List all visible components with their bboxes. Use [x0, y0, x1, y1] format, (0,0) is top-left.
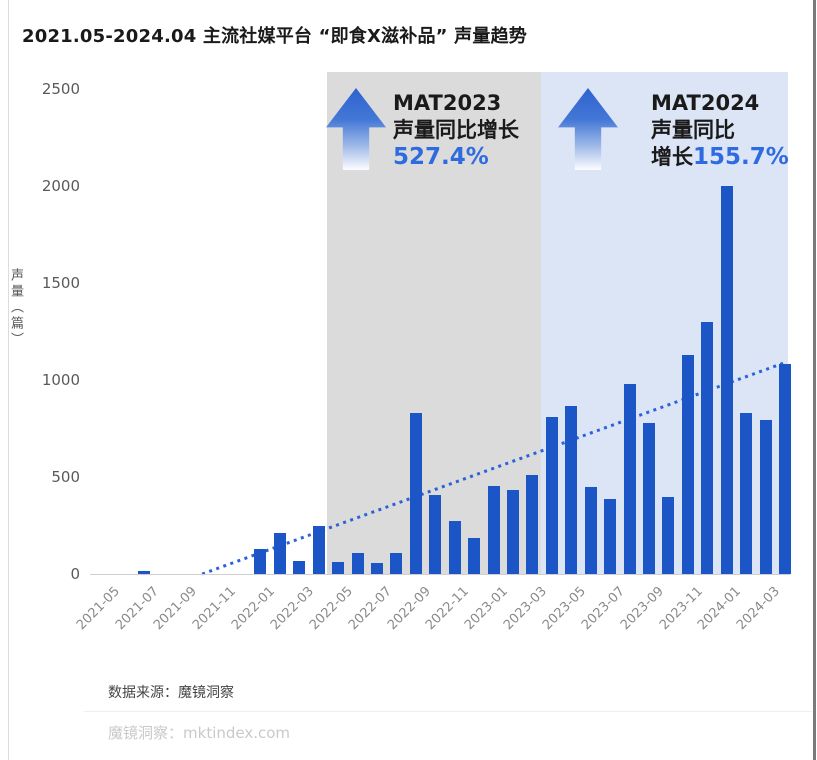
y-tick-0: 0	[70, 565, 80, 583]
bar-2023-08	[623, 383, 636, 574]
mat2024-growth-value: 155.7%	[693, 144, 789, 170]
bar-2023-10	[662, 497, 675, 574]
bar-2022-04	[312, 525, 325, 574]
bar-2022-07	[371, 563, 384, 574]
bar-2022-02	[273, 533, 286, 574]
bar-2024-02	[740, 412, 753, 574]
bar-2024-03	[759, 419, 772, 574]
bar-2022-10	[429, 495, 442, 574]
y-tick-2500: 2500	[41, 80, 80, 98]
bar-2023-06	[584, 486, 597, 574]
x-axis-line	[90, 574, 790, 575]
mat2024-line2: 声量同比	[651, 118, 735, 142]
bar-2022-01	[254, 548, 267, 574]
bar-2024-04	[779, 363, 792, 574]
bar-2023-07	[604, 499, 617, 574]
bar-2022-06	[351, 552, 364, 574]
y-tick-2000: 2000	[41, 177, 80, 195]
bar-2023-09	[643, 422, 656, 574]
watermark-brand: 魔镜洞察：	[108, 724, 184, 742]
y-tick-1500: 1500	[41, 274, 80, 292]
bar-2021-07	[137, 571, 150, 574]
data-source-note: 数据来源：魔镜洞察	[108, 685, 234, 701]
mat2023-growth: 527.4%	[393, 144, 519, 171]
bar-2022-05	[332, 562, 345, 574]
watermark: 魔镜洞察：mktindex.com	[108, 722, 290, 743]
bar-2022-12	[468, 538, 481, 574]
y-tick-1000: 1000	[41, 371, 80, 389]
watermark-site: mktindex.com	[183, 724, 291, 742]
bar-2023-04	[545, 416, 558, 574]
bar-2023-05	[565, 406, 578, 574]
page-title: 2021.05-2024.04 主流社媒平台 “即食X滋补品” 声量趋势	[22, 26, 527, 47]
y-tick-500: 500	[51, 468, 80, 486]
bar-2023-12	[701, 321, 714, 574]
bar-2022-08	[390, 552, 403, 574]
bar-2024-01	[720, 186, 733, 574]
bar-2023-03	[526, 475, 539, 574]
y-axis-label: 声量（篇）	[8, 268, 23, 348]
mat2024-title: MAT2024	[651, 91, 760, 115]
volume-trend-chart: 0 500 1000 1500 2000 2500 声量（篇） 2021-05 2021-0…	[8, 72, 792, 633]
footer-divider	[84, 711, 812, 712]
bar-2023-01	[487, 485, 500, 574]
window-right-border	[813, 0, 816, 760]
bar-2023-11	[681, 354, 694, 574]
window-left-border	[8, 0, 9, 760]
mat2023-title: MAT2023	[393, 91, 502, 115]
bar-2022-11	[448, 520, 461, 574]
mat2023-growth-value: 527.4%	[393, 144, 489, 170]
bar-2023-02	[507, 489, 520, 574]
mat2024-growth: 增长155.7%	[651, 144, 789, 170]
bar-2022-03	[293, 561, 306, 574]
mat2023-line2: 声量同比增长	[393, 118, 519, 142]
bar-2022-09	[409, 412, 422, 574]
